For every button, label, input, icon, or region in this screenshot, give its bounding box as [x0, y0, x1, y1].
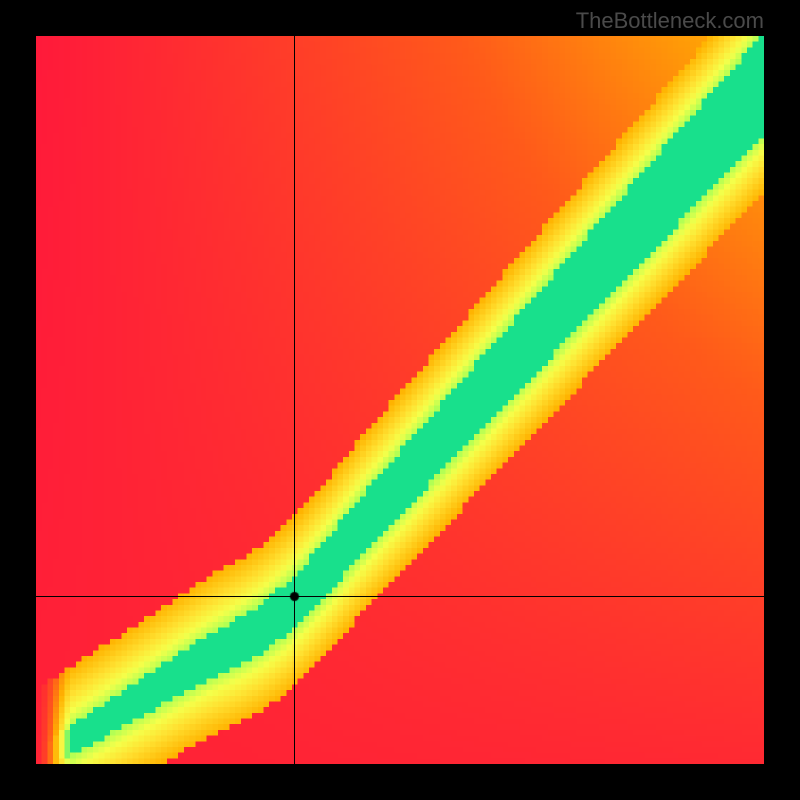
crosshair-marker — [289, 591, 300, 602]
chart-container: TheBottleneck.com — [0, 0, 800, 800]
bottleneck-heatmap — [36, 36, 764, 764]
crosshair-vertical — [294, 36, 295, 764]
watermark-text: TheBottleneck.com — [576, 8, 764, 34]
crosshair-horizontal — [36, 596, 764, 597]
